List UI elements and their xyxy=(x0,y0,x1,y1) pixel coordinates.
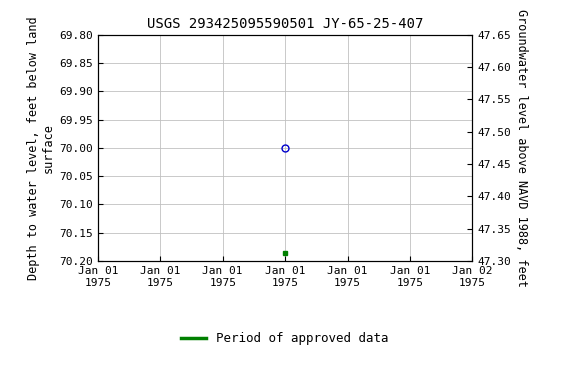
Y-axis label: Depth to water level, feet below land
surface: Depth to water level, feet below land su… xyxy=(27,16,55,280)
Legend: Period of approved data: Period of approved data xyxy=(176,327,394,350)
Title: USGS 293425095590501 JY-65-25-407: USGS 293425095590501 JY-65-25-407 xyxy=(147,17,423,31)
Y-axis label: Groundwater level above NAVD 1988, feet: Groundwater level above NAVD 1988, feet xyxy=(515,9,528,287)
